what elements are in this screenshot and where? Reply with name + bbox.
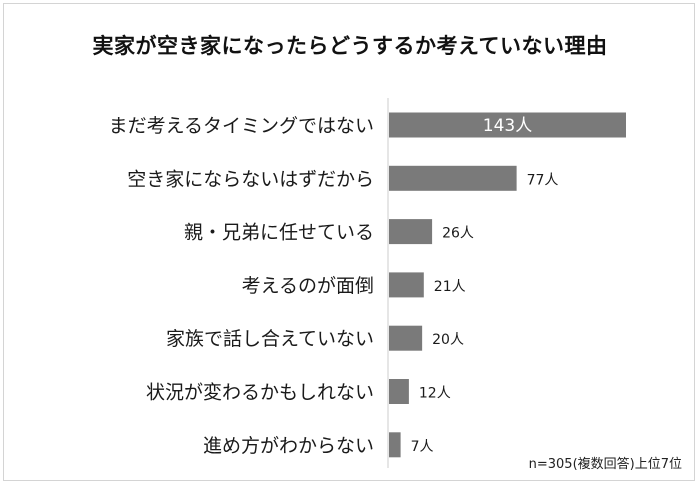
sample-note: n=305(複数回答)上位7位 <box>528 457 682 472</box>
data-label: 12人 <box>419 386 451 402</box>
chart-frame <box>3 3 695 481</box>
data-label: 26人 <box>442 226 474 242</box>
bar <box>389 432 401 458</box>
category-label: 空き家にならないはずだから <box>127 168 374 190</box>
category-label: まだ考えるタイミングではない <box>109 115 374 137</box>
chart-title: 実家が空き家になったらどうするか考えていない理由 <box>92 34 608 58</box>
bar <box>389 325 423 351</box>
data-label: 77人 <box>527 172 559 188</box>
bar <box>389 272 424 298</box>
data-label: 21人 <box>434 279 466 295</box>
data-label: 7人 <box>411 439 434 455</box>
bar <box>389 112 626 138</box>
data-label: 143人 <box>483 116 532 136</box>
category-label: 進め方がわからない <box>203 435 374 457</box>
bar <box>389 379 409 404</box>
bar <box>389 219 433 245</box>
category-label: 考えるのが面倒 <box>242 275 374 297</box>
category-label: 親・兄弟に任せている <box>184 222 374 244</box>
category-label: 状況が変わるかもしれない <box>146 382 374 404</box>
category-label: 家族で話し合えていない <box>166 328 374 350</box>
bar <box>389 165 517 191</box>
data-label: 20人 <box>432 332 464 348</box>
